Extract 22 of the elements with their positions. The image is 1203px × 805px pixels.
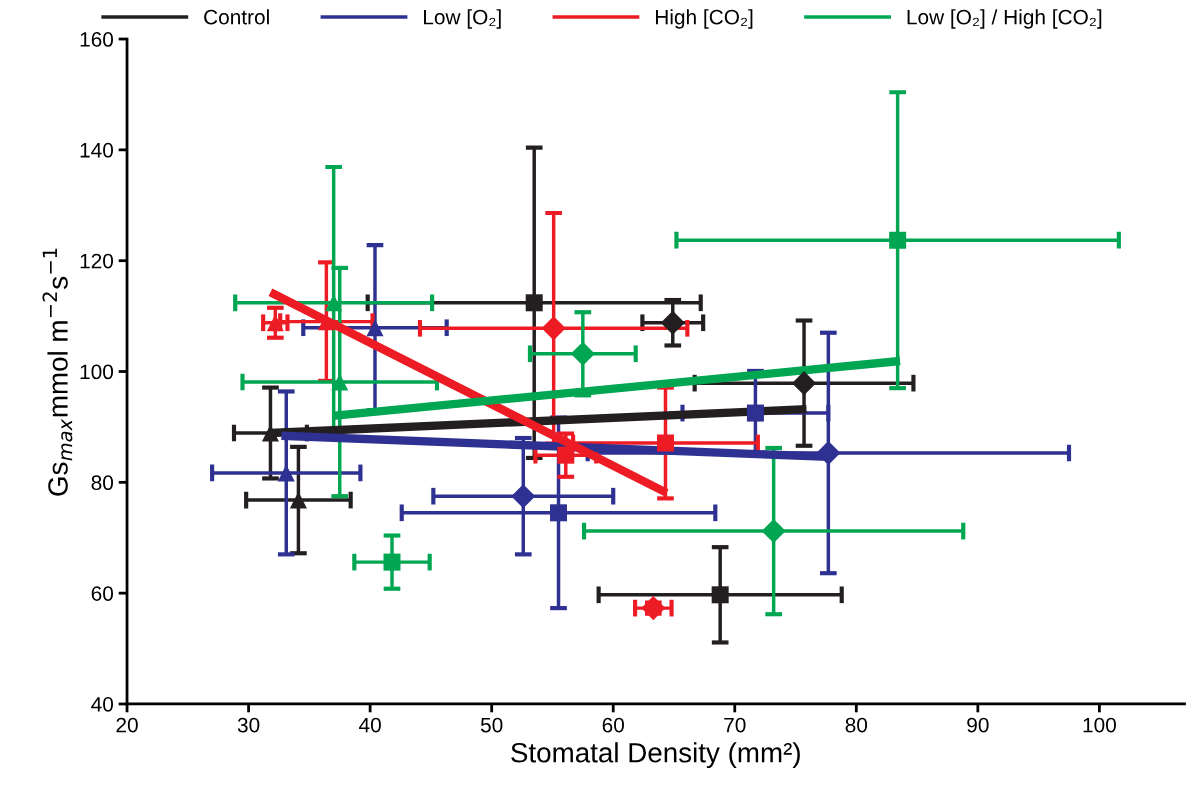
x-tick-label: 100	[1083, 717, 1116, 733]
y-tick-label: 140	[80, 142, 114, 158]
legend-label: Control	[204, 9, 269, 25]
y-tick-label: 160	[80, 32, 114, 47]
y-tick-label: 80	[91, 475, 114, 491]
y-tick-label: 120	[80, 253, 114, 269]
x-tick-label: 70	[724, 717, 746, 733]
x-tick-label: 80	[845, 717, 868, 733]
x-tick-label: 60	[602, 717, 624, 733]
legend-label: High [CO₂]	[655, 9, 753, 29]
x-tick-label: 50	[480, 717, 503, 733]
x-tick-label: 40	[359, 717, 381, 733]
x-axis-title: Stomatal Density (mm²)	[511, 742, 800, 769]
y-tick-label: 60	[91, 586, 114, 601]
x-tick-label: 20	[116, 717, 138, 733]
y-tick-label: 100	[80, 364, 114, 380]
x-tick-label: 90	[967, 717, 989, 733]
y-tick-label: 40	[91, 696, 114, 712]
legend-label: Low [O₂] / High [CO₂]	[907, 9, 1102, 29]
legend-label: Low [O₂]	[424, 9, 501, 29]
x-tick-label: 30	[237, 717, 260, 733]
y-axis-title: Gs$_{max}$mmol m$^{−2}$s$^{−1}$	[42, 248, 73, 496]
